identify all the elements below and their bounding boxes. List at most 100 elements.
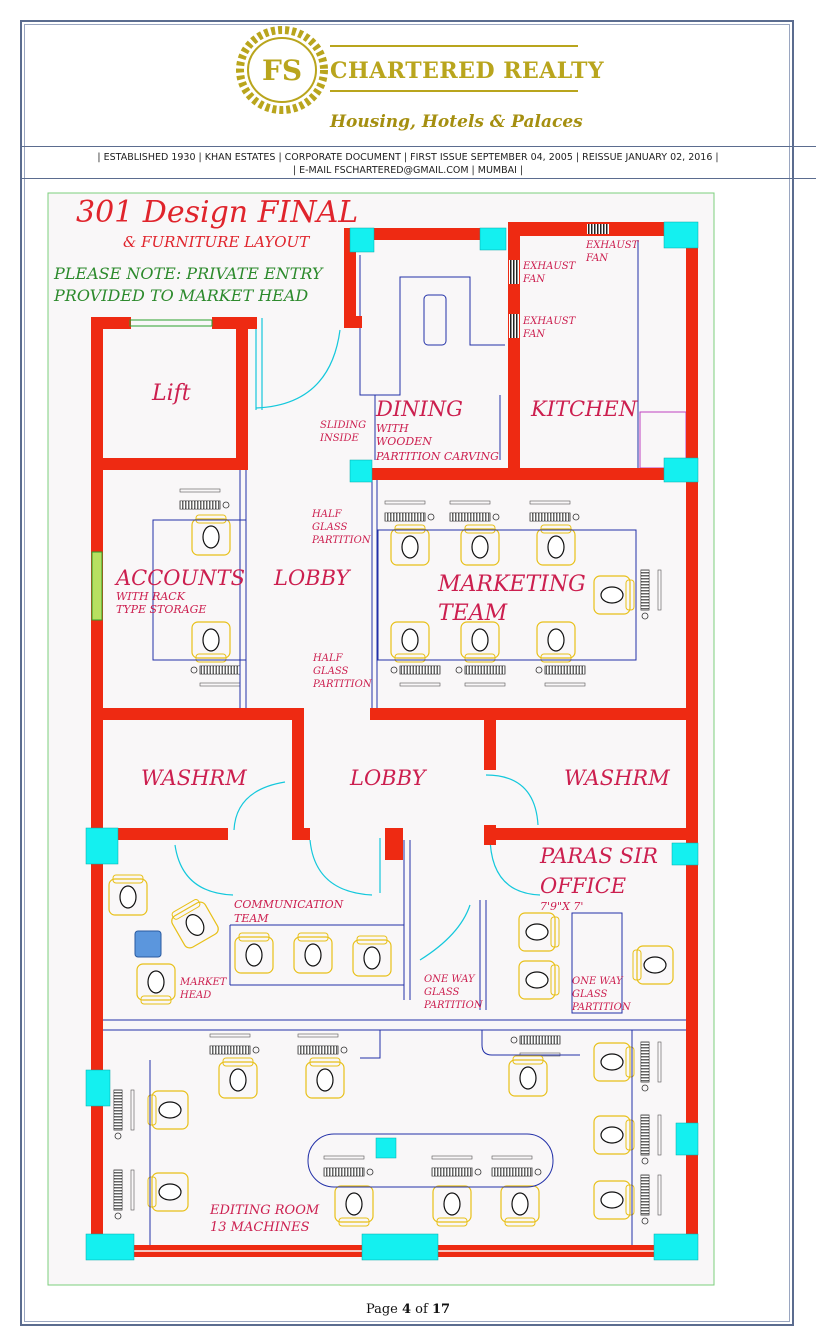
chair (136, 963, 176, 1005)
one-way-left-1: ONE WAY (424, 974, 476, 985)
exhaust-label-2b: FAN (522, 329, 546, 340)
exhaust-label-3a: EXHAUST (585, 240, 640, 251)
page-total: 17 (431, 1302, 451, 1317)
chair (536, 621, 576, 663)
dining-note-3: PARTITION CARVING (375, 450, 499, 463)
door-swings (174, 318, 541, 961)
market-head-chair-blue (134, 930, 162, 958)
chair (293, 932, 333, 974)
sliding-label-2: INSIDE (319, 433, 360, 444)
header-divider-bottom (22, 178, 816, 179)
one-way-right-2: GLASS (572, 989, 608, 1000)
plan-subtitle: & FURNITURE LAYOUT (123, 233, 310, 251)
keyboard-desk (297, 1033, 348, 1055)
half-glass-upper-2: GLASS (312, 522, 348, 533)
keyboard-desk (384, 500, 435, 522)
page-border (20, 20, 794, 1326)
chair (508, 1055, 548, 1097)
keyboard-desk (640, 1114, 662, 1165)
chair (234, 932, 274, 974)
keyboard-desk (390, 665, 441, 687)
room-dining: DINING (375, 397, 463, 421)
chair (108, 874, 148, 916)
chair (191, 621, 231, 663)
keyboard-desk (323, 1155, 374, 1177)
keyboard-desk (113, 1089, 135, 1140)
dining-note-1: WITH (376, 422, 409, 435)
chair (191, 514, 231, 556)
keyboard-desk (209, 1033, 260, 1055)
brand-rule-bottom (330, 90, 578, 92)
labels: 301 Design FINAL & FURNITURE LAYOUT PLEA… (53, 195, 670, 1235)
half-glass-upper-1: HALF (311, 509, 343, 520)
room-washroom-right: WASHRM (564, 766, 670, 790)
half-glass-lower-2: GLASS (313, 666, 349, 677)
company-name: CHARTERED REALTY (330, 58, 605, 84)
room-kitchen: KITCHEN (530, 397, 638, 421)
chair (593, 1115, 635, 1155)
room-paras-1: PARAS SIR (539, 844, 658, 868)
chair (390, 621, 430, 663)
one-way-left-3: PARTITION (423, 1000, 484, 1011)
keyboard-desk (113, 1169, 135, 1220)
half-glass-upper-3: PARTITION (311, 535, 372, 546)
one-way-right-1: ONE WAY (572, 976, 624, 987)
chair (518, 960, 560, 1000)
chair (390, 524, 430, 566)
keyboard-desk (455, 665, 506, 687)
room-washroom-left: WASHRM (141, 766, 247, 790)
sliding-label-1: SLIDING (320, 420, 366, 431)
room-marketing-1: MARKETING (437, 572, 586, 597)
market-head-1: MARKET (179, 977, 228, 988)
chair (171, 899, 219, 949)
chair (518, 912, 560, 952)
accounts-note-2: TYPE STORAGE (116, 603, 206, 616)
exhaust-label-1a: EXHAUST (522, 261, 577, 272)
keyboard-desk (640, 1174, 662, 1225)
chair (500, 1185, 540, 1227)
keyboard-desk (449, 500, 500, 522)
plan-note-1: PLEASE NOTE: PRIVATE ENTRY (53, 264, 324, 283)
editing-room-2: 13 MACHINES (210, 1220, 310, 1235)
chair (352, 935, 392, 977)
chair (593, 575, 635, 615)
paras-size: 7'9"X 7' (540, 900, 583, 913)
columns (85, 221, 699, 1261)
communication-2: TEAM (234, 912, 269, 925)
keyboard-desk (179, 488, 230, 510)
keyboard-desk (640, 1041, 662, 1092)
one-way-left-2: GLASS (424, 987, 460, 998)
page-current: 4 (402, 1302, 412, 1317)
room-marketing-2: TEAM (438, 601, 508, 626)
chair (218, 1057, 258, 1099)
room-lift: Lift (151, 381, 191, 406)
exhaust-label-3b: FAN (585, 253, 609, 264)
keyboard-desk (431, 1155, 482, 1177)
exhaust-label-2a: EXHAUST (522, 316, 577, 327)
keyboard-desk (491, 1155, 542, 1177)
exhaust-fans (509, 224, 609, 338)
keyboard-desk (535, 665, 586, 687)
market-head-2: HEAD (179, 990, 211, 1001)
footer-prefix: Page (365, 1302, 402, 1317)
chair (593, 1180, 635, 1220)
lift-window (91, 319, 213, 621)
thin-partitions (100, 240, 687, 1245)
chair (632, 945, 674, 985)
footer-mid: of (411, 1302, 432, 1317)
header-info-line-2: | E-MAIL FSCHARTERED@GMAIL.COM | MUMBAI … (292, 165, 524, 176)
keyboard-desk (640, 569, 662, 620)
svg-text:FS: FS (262, 54, 302, 87)
header-info-line-1: | ESTABLISHED 1930 | KHAN ESTATES | CORP… (97, 152, 719, 163)
chair (460, 524, 500, 566)
accounts-note-1: WITH RACK (116, 590, 186, 603)
communication-1: COMMUNICATION (234, 898, 344, 911)
editing-room-1: EDITING ROOM (209, 1203, 320, 1218)
company-logo: FS (236, 26, 328, 114)
page-border-inner (24, 24, 790, 1322)
half-glass-lower-1: HALF (312, 653, 344, 664)
brand-rule-top (330, 45, 578, 47)
exhaust-label-1b: FAN (522, 274, 546, 285)
chair (536, 524, 576, 566)
